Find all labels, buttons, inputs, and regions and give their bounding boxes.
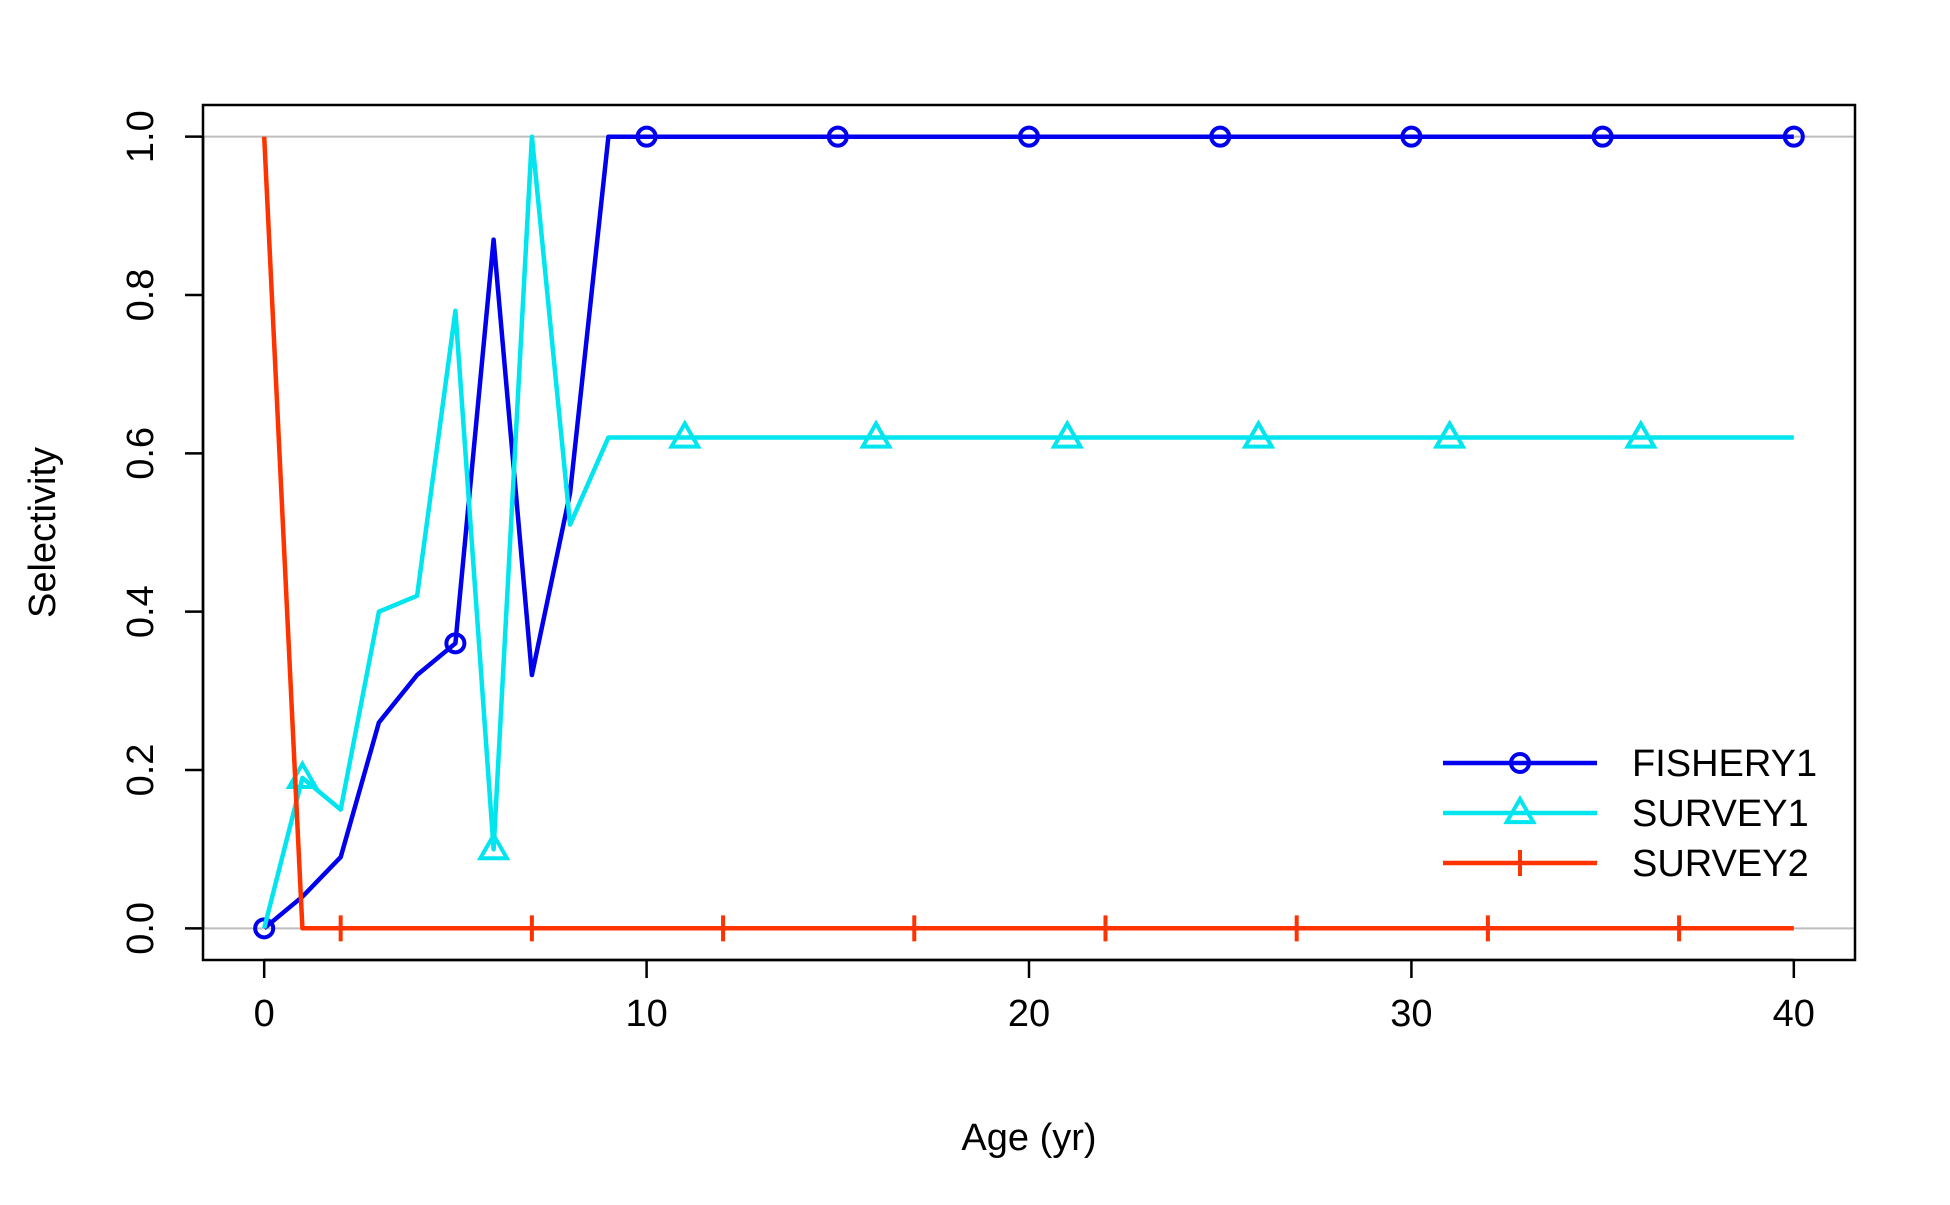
y-tick-label: 1.0 [120, 110, 162, 163]
legend-marker [1507, 850, 1533, 876]
legend-label: FISHERY1 [1632, 743, 1817, 785]
series-fishery1 [253, 125, 1805, 940]
data-point-fishery1 [444, 632, 467, 655]
plot-frame [201, 103, 1857, 962]
x-axis-title: Age (yr) [961, 1117, 1096, 1159]
x-tick-label: 30 [1390, 993, 1432, 1035]
data-point-survey2 [518, 915, 545, 942]
x-tick-label: 20 [1008, 993, 1050, 1035]
data-point-survey2 [1474, 915, 1501, 942]
legend-label: SURVEY1 [1632, 793, 1809, 835]
data-point-fishery1 [1400, 125, 1423, 148]
data-point-survey2 [327, 915, 354, 942]
data-point-survey2 [710, 915, 737, 942]
y-tick-label: 0.8 [120, 269, 162, 322]
x-tick-label: 0 [254, 993, 275, 1035]
data-point-fishery1 [1018, 125, 1040, 148]
x-tick-label: 40 [1773, 993, 1815, 1035]
data-point-survey2 [1283, 915, 1310, 942]
y-tick-label: 0.6 [120, 427, 162, 480]
y-tick-label: 0.4 [120, 585, 162, 638]
y-tick-label: 0.0 [120, 902, 162, 955]
data-point-fishery1 [1782, 125, 1805, 148]
data-point-survey2 [1666, 915, 1693, 942]
y-axis-title: Selectivity [22, 447, 64, 618]
data-point-survey1 [1624, 419, 1658, 449]
y-tick-label: 0.2 [120, 744, 162, 797]
legend-item-survey1: SURVEY1 [1443, 793, 1809, 835]
y-axis: 0.0 0.2 0.4 0.6 0.8 1.0 [120, 110, 205, 955]
legend-item-fishery1: FISHERY1 [1443, 743, 1817, 785]
legend-marker [1503, 794, 1537, 825]
data-point-survey1 [668, 419, 702, 449]
data-point-survey1 [1050, 419, 1085, 449]
data-point-fishery1 [826, 125, 849, 148]
data-point-survey1 [859, 419, 893, 449]
series-survey2 [261, 136, 1794, 942]
x-axis: 0 10 20 30 40 [254, 958, 1815, 1035]
data-point-fishery1 [635, 125, 658, 148]
reference-lines [203, 135, 1855, 930]
series-layer [253, 125, 1805, 942]
series-survey1 [262, 134, 1794, 929]
legend-label: SURVEY2 [1632, 843, 1809, 885]
series-line-survey1 [262, 134, 1794, 929]
data-point-survey1 [1432, 419, 1467, 449]
data-point-fishery1 [1209, 125, 1232, 148]
data-point-survey2 [901, 915, 928, 942]
data-point-fishery1 [1591, 125, 1614, 148]
legend-item-survey2: SURVEY2 [1443, 843, 1809, 885]
series-line-fishery1 [262, 134, 1794, 931]
data-point-survey2 [1092, 915, 1119, 942]
data-point-survey1 [1241, 419, 1276, 449]
x-tick-label: 10 [625, 993, 667, 1035]
legend-marker [1509, 752, 1531, 774]
data-point-survey1 [476, 831, 511, 861]
legend: FISHERY1 SURVEY1 SURVEY2 [1443, 743, 1817, 885]
